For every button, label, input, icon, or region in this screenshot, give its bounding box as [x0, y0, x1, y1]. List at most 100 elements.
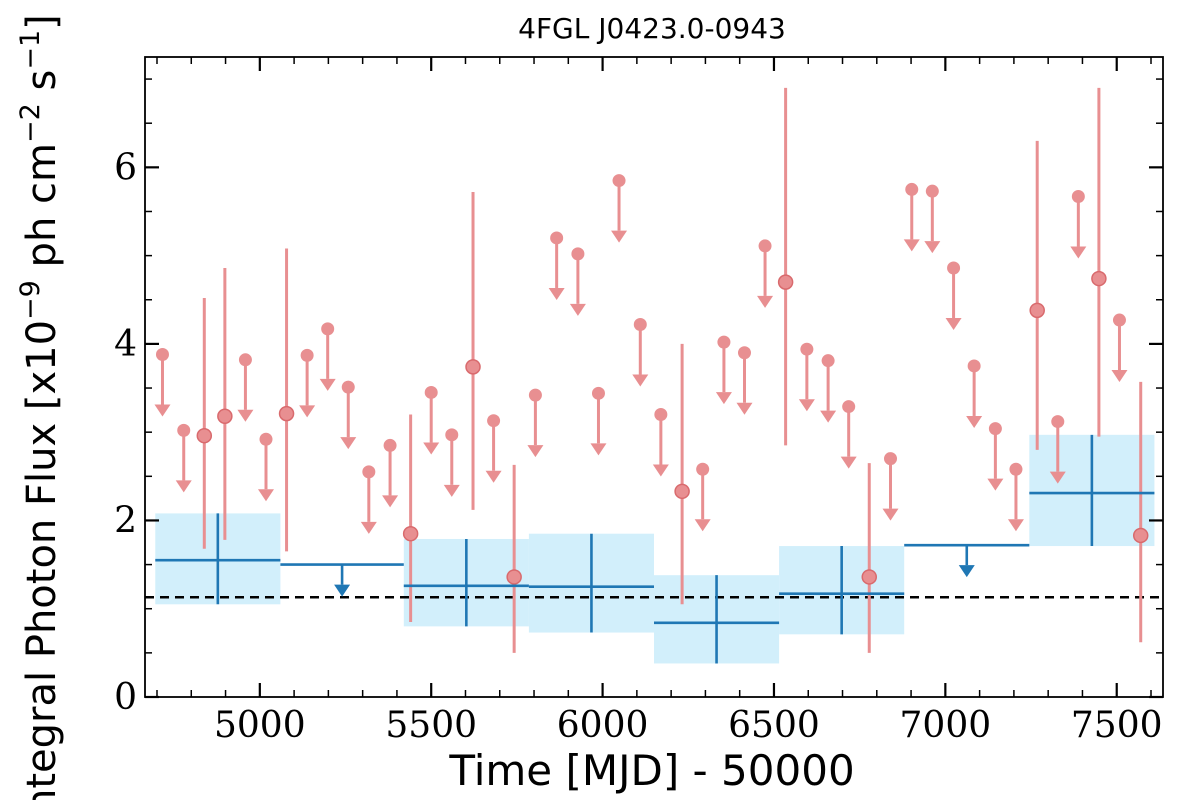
short-bin-point: [1071, 189, 1085, 203]
short-bin-point: [800, 342, 814, 356]
short-bin-point: [1029, 302, 1045, 319]
y-tick-label: 4: [114, 324, 137, 365]
short-bin-point: [445, 428, 459, 442]
short-bin-upper-limit-arrow: [443, 484, 460, 497]
short-bin-upper-limit-arrow: [1049, 471, 1066, 484]
x-tick-label: 6000: [557, 705, 649, 746]
short-bin-upper-limit-arrow: [798, 399, 815, 412]
short-bin-upper-limit-arrow: [569, 303, 586, 316]
axis-tick-labels: 5000 5500 6000 6500 7000 7500 0 2 4 6: [114, 147, 1162, 746]
short-bin-point: [717, 335, 731, 349]
short-bin-point: [842, 400, 856, 414]
short-bin-upper-limit-arrow: [945, 317, 962, 330]
short-bin-point: [217, 408, 233, 425]
short-bin-point: [905, 182, 919, 196]
short-bin-point: [1112, 313, 1126, 327]
short-bin-upper-limit-arrow: [882, 508, 899, 521]
short-bin-point: [967, 359, 981, 373]
short-bin-point: [465, 359, 481, 375]
short-bin-upper-limit-arrow: [340, 437, 357, 450]
long-bin-upper-limit-arrow: [334, 584, 351, 597]
short-bin-point: [341, 380, 355, 394]
short-bin-point: [402, 525, 419, 542]
short-bin-upper-limit-arrow: [423, 442, 440, 455]
y-axis-label-exponent-time: −1: [15, 30, 46, 70]
short-bin-point: [1091, 270, 1107, 287]
short-bin-point: [321, 322, 335, 336]
y-tick-label: 6: [114, 147, 137, 188]
short-bin-point: [424, 385, 438, 399]
short-bin-point: [278, 405, 295, 422]
y-tick-label: 0: [114, 677, 137, 718]
short-bin-upper-limit-arrow: [527, 445, 544, 458]
short-bin-upper-limit-arrow: [820, 410, 837, 423]
short-bin-point: [528, 388, 542, 402]
short-bin-point: [1051, 415, 1065, 429]
short-bin-upper-limit-arrow: [757, 295, 774, 308]
short-bin-point: [550, 231, 564, 245]
short-bin-point: [238, 353, 252, 367]
short-bin-point: [300, 348, 314, 362]
short-bin-upper-limit-arrow: [299, 405, 316, 418]
short-bin-point: [362, 465, 376, 479]
axis-ticks: [145, 57, 1163, 699]
short-bin-upper-limit-arrow: [736, 402, 753, 415]
short-bin-point: [947, 261, 961, 275]
short-bin-point: [884, 452, 898, 466]
short-bin-point: [259, 432, 273, 446]
short-bin-point: [633, 317, 647, 331]
short-bin-upper-limit-arrow: [590, 443, 607, 456]
short-bin-point: [155, 347, 169, 361]
long-bin-upper-limit-arrow: [958, 565, 975, 578]
y-axis-label-seconds: s: [19, 70, 65, 104]
short-bin-point: [821, 354, 835, 368]
short-bin-upper-limit-arrow: [257, 489, 274, 502]
short-bin-point: [487, 414, 501, 428]
short-bin-upper-limit-arrow: [1007, 519, 1024, 532]
y-tick-label: 2: [114, 500, 137, 541]
y-axis-label-units: ph cm: [19, 143, 65, 280]
short-bin-point: [1132, 527, 1149, 544]
short-bin-point: [737, 346, 751, 360]
short-bin-upper-limit-arrow: [485, 470, 502, 483]
short-bin-upper-limit-arrow: [903, 239, 920, 252]
short-bin-upper-limit-arrow: [694, 519, 711, 532]
plot-frame: [144, 56, 1164, 698]
short-bin-upper-limit-arrow: [987, 478, 1004, 491]
short-bin-upper-limit-arrow: [611, 230, 628, 243]
short-bin-point: [988, 422, 1002, 436]
short-bin-upper-limit-arrow: [632, 374, 649, 387]
y-axis-label-close: ]: [19, 14, 65, 30]
short-bin-series: [154, 87, 1149, 653]
short-bin-upper-limit-arrow: [237, 409, 254, 422]
x-axis-label: Time [MJD] - 50000: [448, 746, 854, 795]
short-bin-upper-limit-arrow: [652, 464, 669, 477]
x-tick-label: 5500: [385, 705, 477, 746]
short-bin-point: [674, 483, 690, 500]
short-bin-upper-limit-arrow: [154, 404, 171, 417]
short-bin-point: [696, 462, 710, 476]
short-bin-upper-limit-arrow: [1070, 246, 1087, 259]
x-tick-label: 5000: [214, 705, 306, 746]
short-bin-point: [506, 569, 522, 585]
short-bin-point: [177, 423, 191, 437]
y-axis-label-exponent-flux: −9: [15, 280, 46, 320]
x-tick-label: 7500: [1071, 705, 1163, 746]
short-bin-upper-limit-arrow: [840, 456, 857, 469]
short-bin-point: [383, 438, 397, 452]
x-tick-label: 6500: [728, 705, 820, 746]
chart-title: 4FGL J0423.0-0943: [518, 12, 786, 45]
short-bin-point: [1009, 462, 1023, 476]
short-bin-point: [591, 386, 605, 400]
short-bin-point: [758, 239, 772, 253]
short-bin-upper-limit-arrow: [548, 287, 565, 300]
short-bin-upper-limit-arrow: [715, 392, 732, 405]
short-bin-upper-limit-arrow: [360, 521, 377, 534]
short-bin-upper-limit-arrow: [966, 415, 983, 428]
y-axis-label-exponent-area: −2: [15, 103, 46, 143]
short-bin-upper-limit-arrow: [382, 495, 399, 508]
long-bin-series: [155, 434, 1155, 664]
short-bin-upper-limit-arrow: [924, 241, 941, 254]
short-bin-point: [861, 569, 878, 585]
